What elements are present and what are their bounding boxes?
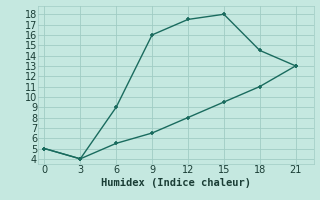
X-axis label: Humidex (Indice chaleur): Humidex (Indice chaleur) [101,178,251,188]
